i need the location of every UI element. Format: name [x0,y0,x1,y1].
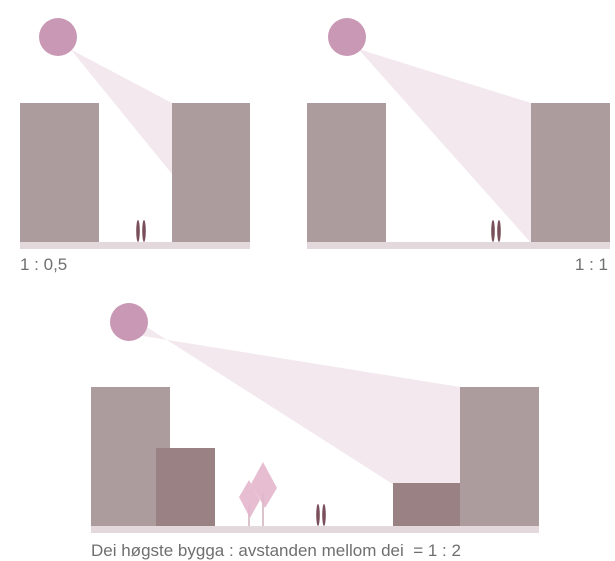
ground-strip [307,242,610,249]
ground-strip [91,526,539,533]
left-building [307,103,386,243]
ground-strip [20,242,250,249]
sun-icon [328,18,366,56]
diagram-ratio-two: Dei høgste bygga : avstanden mellom dei … [91,303,539,560]
person-icon [136,220,146,242]
right-building [531,103,610,243]
diagram-ratio-half: 1 : 0,5 [20,18,250,274]
tree-icon [239,462,277,527]
ratio-label: 1 : 0,5 [20,255,67,274]
ratio-caption: Dei høgste bygga : avstanden mellom dei … [91,541,461,560]
right-tall-building [460,387,539,527]
left-building [20,103,99,243]
left-low-building [156,448,215,527]
ratio-label: 1 : 1 [575,255,608,274]
sun-icon [110,303,148,341]
person-icon [316,504,326,526]
diagram-ratio-one: 1 : 1 [307,18,610,274]
right-low-building [393,483,460,527]
sun-icon [39,18,77,56]
right-building [172,103,250,243]
person-icon [491,220,501,242]
